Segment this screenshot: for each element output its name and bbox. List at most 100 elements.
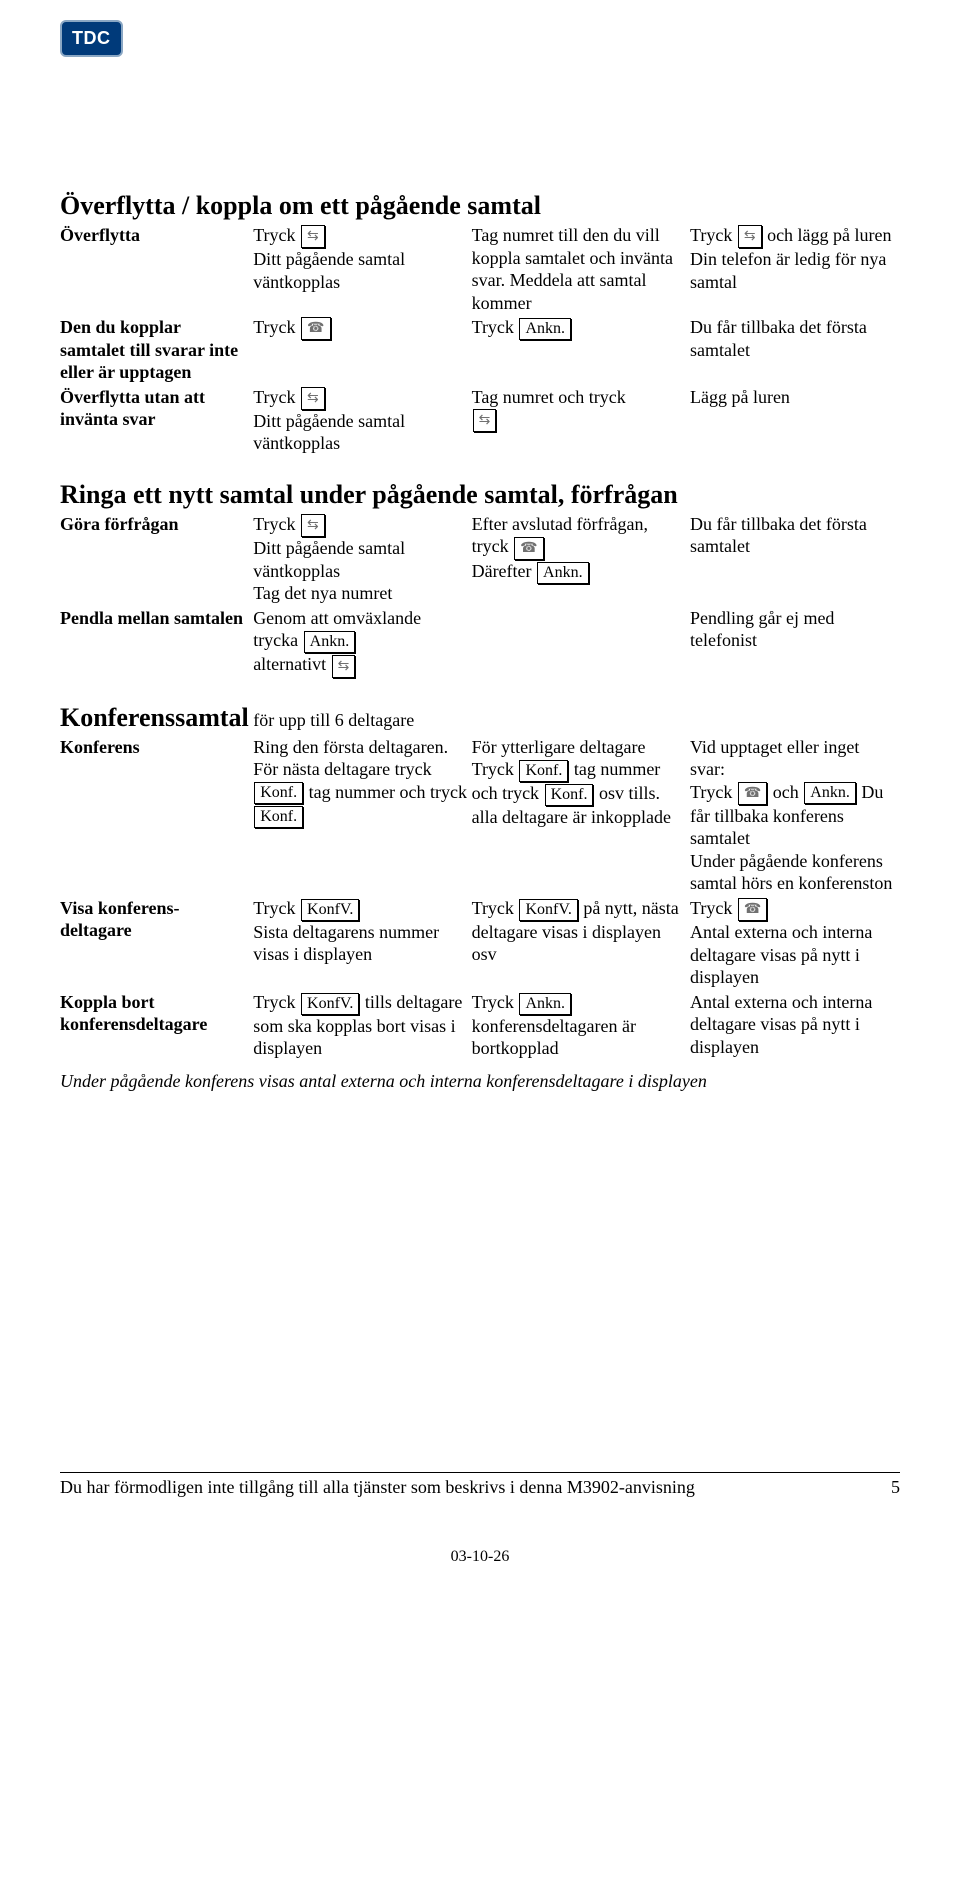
table-row: Konferens Ring den första deltagaren. Fö… xyxy=(60,735,900,896)
transfer-icon xyxy=(473,409,497,432)
key-button: Konf. xyxy=(519,760,568,782)
document-page: TDC Överflytta / koppla om ett pågående … xyxy=(0,0,960,1606)
text: Tryck xyxy=(253,225,300,245)
cell: Tryck Ankn. konferensdeltagaren är bortk… xyxy=(472,990,690,1061)
transfer-icon xyxy=(301,514,325,537)
hangup-icon xyxy=(738,782,767,805)
text: Vid upptaget eller inget svar: xyxy=(690,737,859,780)
text: Tryck xyxy=(690,898,737,918)
transfer-icon xyxy=(332,655,356,678)
row-label: Konferens xyxy=(60,735,253,896)
transfer-icon xyxy=(301,387,325,410)
cell: Tryck KonfV. Sista deltagarens nummer vi… xyxy=(253,896,471,990)
cell: Du får tillbaka det första samtalet xyxy=(690,315,900,385)
text: Ditt pågående samtal väntkopplas xyxy=(253,538,405,581)
key-button: Konf. xyxy=(254,806,303,828)
section3-table: Konferens Ring den första deltagaren. Fö… xyxy=(60,735,900,1061)
table-row: Göra förfrågan Tryck Ditt pågående samta… xyxy=(60,512,900,606)
cell: Tag numret till den du vill koppla samta… xyxy=(472,223,690,315)
tdc-logo: TDC xyxy=(60,20,123,57)
key-button: Konf. xyxy=(545,784,594,806)
table-row: Överflytta Tryck Ditt pågående samtal vä… xyxy=(60,223,900,315)
key-button: Ankn. xyxy=(519,318,571,340)
text: Därefter xyxy=(472,561,536,581)
row-label: Överflytta xyxy=(60,223,253,315)
key-button: Konf. xyxy=(254,782,303,804)
key-button: Ankn. xyxy=(804,782,856,804)
key-button: KonfV. xyxy=(519,899,577,921)
cell: Lägg på luren xyxy=(690,385,900,456)
row-label: Pendla mellan samtalen xyxy=(60,606,253,679)
footer-date: 03-10-26 xyxy=(60,1548,900,1566)
table-row: Överflytta utan att invänta svar Tryck D… xyxy=(60,385,900,456)
text: Tag numret och tryck xyxy=(472,387,626,407)
hangup-icon xyxy=(301,317,330,340)
cell: Tryck KonfV. tills deltagare som ska kop… xyxy=(253,990,471,1061)
table-row: Pendla mellan samtalen Genom att omväxla… xyxy=(60,606,900,679)
row-label: Den du kopplar samtalet till svarar inte… xyxy=(60,315,253,385)
row-label: Koppla bort konferensdeltagare xyxy=(60,990,253,1061)
hangup-icon xyxy=(514,537,543,560)
transfer-icon xyxy=(301,225,325,248)
cell: För ytterligare deltagare Tryck Konf. ta… xyxy=(472,735,690,896)
table-row: Koppla bort konferensdeltagare Tryck Kon… xyxy=(60,990,900,1061)
cell: Tryck xyxy=(253,315,471,385)
cell: Vid upptaget eller inget svar: Tryck och… xyxy=(690,735,900,896)
text: konferensdeltagaren är bortkopplad xyxy=(472,1016,636,1059)
key-button: Ankn. xyxy=(537,562,589,584)
text: Din telefon är ledig för nya samtal xyxy=(690,249,886,292)
cell xyxy=(472,606,690,679)
table-row: Den du kopplar samtalet till svarar inte… xyxy=(60,315,900,385)
cell: Ring den första deltagaren. För nästa de… xyxy=(253,735,471,896)
cell: Efter avslutad förfrågan, tryck Därefter… xyxy=(472,512,690,606)
footer: Du har förmodligen inte tillgång till al… xyxy=(60,1472,900,1498)
text: och xyxy=(768,782,803,802)
table-row: Visa konferens-deltagare Tryck KonfV. Si… xyxy=(60,896,900,990)
cell: Tag numret och tryck xyxy=(472,385,690,456)
cell: Tryck och lägg på luren Din telefon är l… xyxy=(690,223,900,315)
cell: Du får tillbaka det första samtalet xyxy=(690,512,900,606)
key-button: Ankn. xyxy=(304,631,356,653)
cell: Tryck Antal externa och interna deltagar… xyxy=(690,896,900,990)
text: Konferenssamtal xyxy=(60,703,249,732)
footer-text: Du har förmodligen inte tillgång till al… xyxy=(60,1477,695,1498)
section3-title: Konferenssamtal för upp till 6 deltagare xyxy=(60,703,900,733)
key-button: Ankn. xyxy=(519,993,571,1015)
transfer-icon xyxy=(738,225,762,248)
text: Ditt pågående samtal väntkopplas xyxy=(253,249,405,292)
text: Tryck xyxy=(253,387,300,407)
section3-footnote: Under pågående konferens visas antal ext… xyxy=(60,1071,900,1092)
cell: Tryck Ditt pågående samtal väntkopplas xyxy=(253,223,471,315)
key-button: KonfV. xyxy=(301,899,359,921)
cell: Tryck KonfV. på nytt, nästa deltagare vi… xyxy=(472,896,690,990)
cell: Pendling går ej med telefonist xyxy=(690,606,900,679)
row-label: Överflytta utan att invänta svar xyxy=(60,385,253,456)
text: Antal externa och interna deltagare visa… xyxy=(690,922,872,987)
text: Ring den första deltagaren. xyxy=(253,737,448,757)
text: Tryck xyxy=(472,992,519,1012)
text: Efter avslutad förfrågan, tryck xyxy=(472,514,648,557)
text: Tryck xyxy=(472,759,519,779)
key-button: KonfV. xyxy=(301,993,359,1015)
text: Sista deltagarens nummer visas i display… xyxy=(253,922,439,965)
text: För ytterligare deltagare xyxy=(472,737,646,757)
text: Tryck xyxy=(472,898,519,918)
section1-table: Överflytta Tryck Ditt pågående samtal vä… xyxy=(60,223,900,456)
section2-table: Göra förfrågan Tryck Ditt pågående samta… xyxy=(60,512,900,679)
page-number: 5 xyxy=(891,1477,900,1498)
cell: Tryck Ditt pågående samtal väntkopplas xyxy=(253,385,471,456)
text: Tryck xyxy=(690,225,737,245)
text: Tryck xyxy=(690,782,737,802)
text: Tag det nya numret xyxy=(253,583,392,603)
text: Tryck xyxy=(253,898,300,918)
text: Tryck xyxy=(253,514,300,534)
row-label: Göra förfrågan xyxy=(60,512,253,606)
subtitle: för upp till 6 deltagare xyxy=(249,710,414,730)
cell: Antal externa och interna deltagare visa… xyxy=(690,990,900,1061)
text: alternativt xyxy=(253,654,330,674)
text: Tryck xyxy=(253,317,300,337)
text: Tryck xyxy=(472,317,519,337)
text: Tryck xyxy=(253,992,300,1012)
hangup-icon xyxy=(738,898,767,921)
text: Ditt pågående samtal väntkopplas xyxy=(253,411,405,454)
